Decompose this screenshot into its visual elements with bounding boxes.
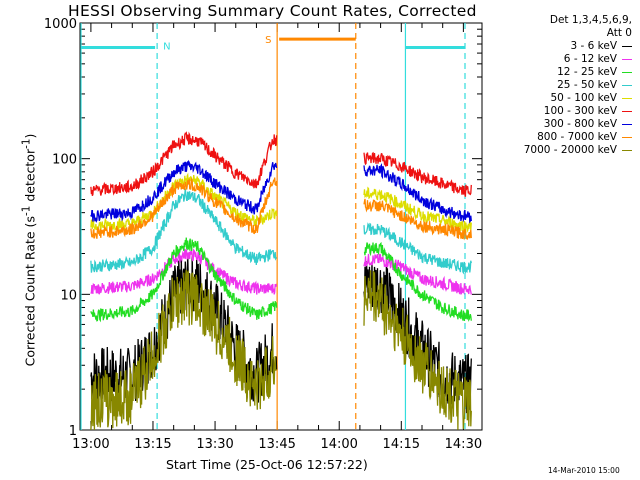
legend-label: 800 - 7000 keV: [537, 131, 617, 143]
legend-label: 300 - 800 keV: [543, 118, 617, 130]
legend-header-line-1: Det 1,3,4,5,6,9,: [549, 14, 632, 26]
legend-swatch: [622, 124, 632, 125]
legend-label: 3 - 6 keV: [570, 40, 617, 52]
x-tick-label: 13:00: [72, 437, 109, 452]
legend-label: 50 - 100 keV: [550, 92, 617, 104]
legend-label: 12 - 25 keV: [557, 66, 617, 78]
legend-item: 25 - 50 keV: [482, 79, 632, 92]
series-line-3-1: [363, 222, 472, 275]
plot-frame: [79, 22, 483, 431]
legend-swatch: [622, 46, 632, 47]
series-line-5-0: [90, 131, 278, 197]
series-line-3-0: [90, 188, 278, 273]
series-line-2-1: [363, 241, 472, 322]
legend-item: 100 - 300 keV: [482, 105, 632, 118]
legend-label: 100 - 300 keV: [543, 105, 617, 117]
legend-swatch: [622, 111, 632, 112]
timestamp: 14-Mar-2010 15:00: [548, 466, 620, 475]
series-line-1-1: [363, 253, 472, 295]
legend-item: 800 - 7000 keV: [482, 131, 632, 144]
y-axis-label: Corrected Count Rate (s-1 detector-1): [20, 133, 38, 367]
legend-item: 3 - 6 keV: [482, 40, 632, 53]
legend-swatch: [622, 72, 632, 73]
legend-item: 7000 - 20000 keV: [482, 144, 632, 157]
y-tick-label: 100: [52, 153, 77, 168]
legend-swatch: [622, 137, 632, 138]
legend-item: 6 - 12 keV: [482, 53, 632, 66]
legend-header-line-2: Att 0: [606, 27, 632, 39]
series-line-4-1: [363, 186, 472, 234]
plot-border: [79, 22, 483, 431]
legend-swatch: [622, 150, 632, 151]
legend-item: 12 - 25 keV: [482, 66, 632, 79]
series-line-6-1: [363, 162, 472, 224]
y-axis: 1 10 100 1000: [44, 17, 482, 439]
x-tick-label: 13:15: [134, 437, 171, 452]
legend-swatch: [622, 85, 632, 86]
x-tick-label: 14:30: [445, 437, 482, 452]
x-tick-label: 14:00: [320, 437, 357, 452]
legend-label: 6 - 12 keV: [563, 53, 617, 65]
legend: Det 1,3,4,5,6,9, Att 0 3 - 6 keV 6 - 12 k…: [482, 14, 632, 157]
series-line-6-0: [90, 159, 278, 224]
night-marker-label: N: [163, 41, 170, 52]
x-axis-label: Start Time (25-Oct-06 12:57:22): [166, 457, 368, 472]
series-line-8-1: [363, 270, 472, 430]
y-tick-label: 10: [60, 288, 77, 303]
legend-swatch: [622, 59, 632, 60]
legend-item: 300 - 800 keV: [482, 118, 632, 131]
series-line-1-0: [90, 246, 278, 295]
series-line-7-0: [90, 176, 278, 239]
series-line-7-1: [363, 198, 472, 241]
chart-title: HESSI Observing Summary Count Rates, Cor…: [68, 2, 477, 20]
series-line-8-0: [90, 269, 278, 431]
y-tick-label: 1000: [44, 17, 77, 32]
saa-marker-label: S: [265, 35, 271, 46]
y-tick-label: 1: [69, 424, 77, 439]
legend-swatch: [622, 98, 632, 99]
x-tick-label: 14:15: [383, 437, 420, 452]
legend-label: 7000 - 20000 keV: [523, 144, 617, 156]
x-tick-label: 13:30: [196, 437, 233, 452]
legend-label: 25 - 50 keV: [557, 79, 617, 91]
series-line-2-0: [90, 237, 278, 323]
legend-item: 50 - 100 keV: [482, 92, 632, 105]
x-tick-label: 13:45: [258, 437, 295, 452]
series-line-5-1: [363, 151, 472, 197]
series-group: [90, 131, 472, 431]
marker-bars: NS: [81, 35, 465, 52]
x-axis: 13:00 13:15 13:30 13:45 14:00 14:15 14:30: [72, 23, 482, 452]
